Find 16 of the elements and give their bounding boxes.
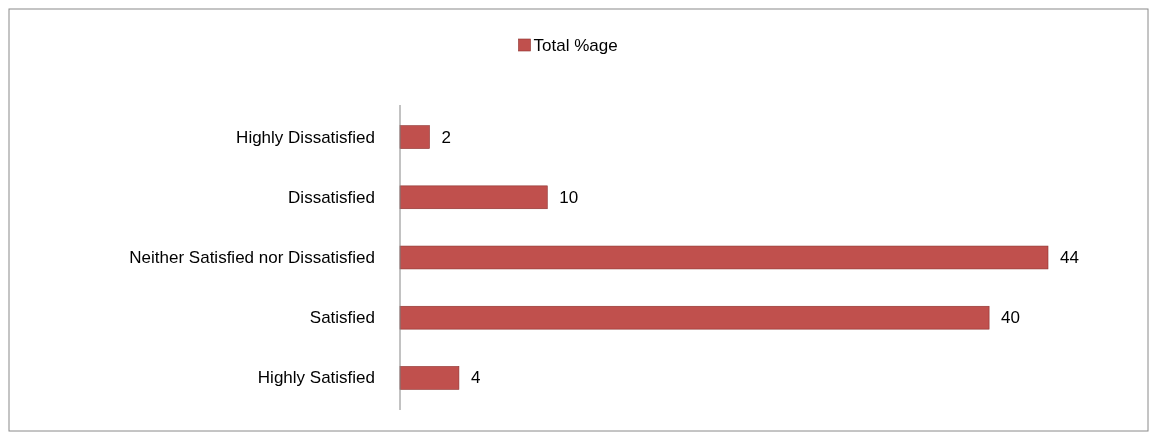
bar bbox=[399, 125, 430, 149]
y-tick-label: Satisfied bbox=[309, 308, 375, 328]
legend-label: Total %age bbox=[533, 35, 618, 55]
data-label: 44 bbox=[1060, 248, 1079, 267]
bar bbox=[399, 366, 460, 390]
data-label: 10 bbox=[559, 187, 579, 207]
y-tick-label: Highly Satisfied bbox=[257, 368, 375, 388]
bar bbox=[399, 305, 990, 330]
bar bbox=[399, 245, 1049, 270]
data-label: 2 bbox=[441, 127, 451, 147]
bar bbox=[399, 185, 548, 210]
y-tick-label: Dissatisfied bbox=[288, 187, 375, 207]
data-label: 40 bbox=[1001, 308, 1021, 328]
data-label: 4 bbox=[470, 368, 481, 388]
y-tick-label: Highly Dissatisfied bbox=[236, 127, 375, 147]
y-tick-label: Neither Satisfied nor Dissatisfied bbox=[129, 248, 375, 267]
